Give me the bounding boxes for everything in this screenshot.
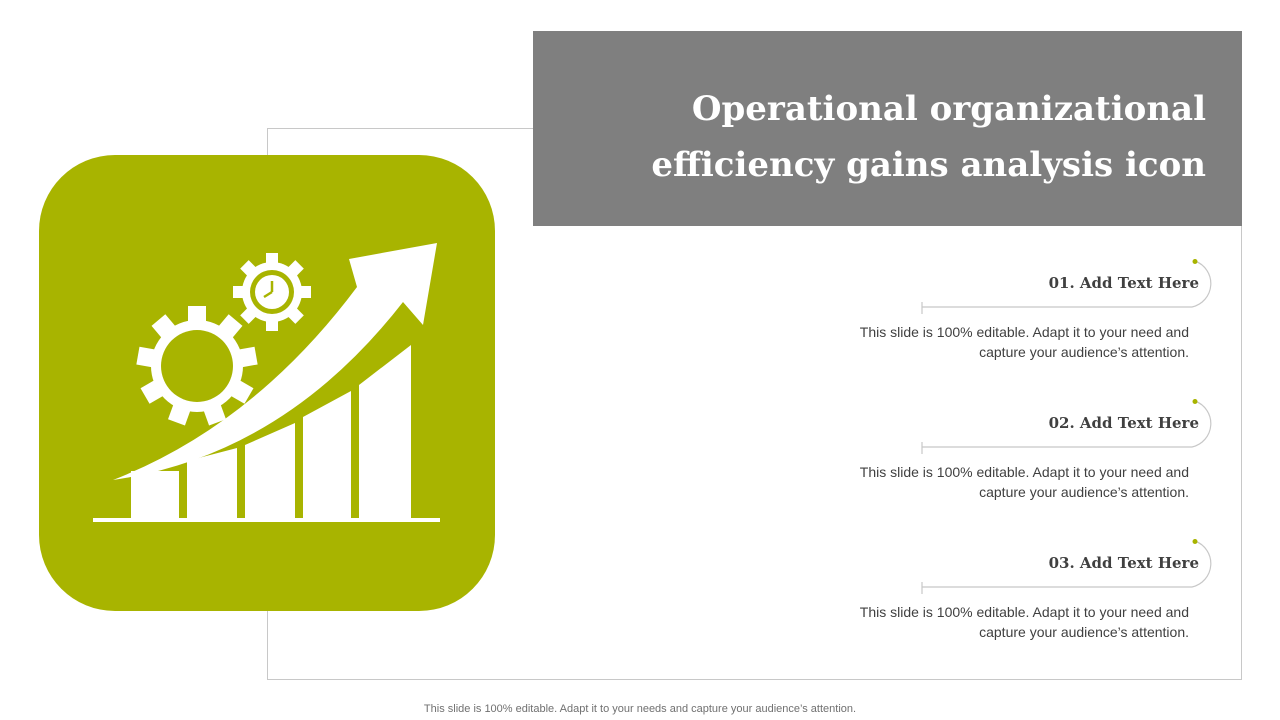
item-description-line-1: This slide is 100% editable. Adapt it to… (859, 604, 1189, 620)
item-heading: 02. Add Text Here (1048, 414, 1199, 432)
arrow-up-icon (113, 243, 437, 480)
list-item-2: 02. Add Text Here This slide is 100% edi… (790, 398, 1220, 528)
list-item-1: 01. Add Text Here This slide is 100% edi… (790, 258, 1220, 388)
baseline (93, 518, 440, 522)
item-description: This slide is 100% editable. Adapt it to… (789, 322, 1189, 362)
list-item-3: 03. Add Text Here This slide is 100% edi… (790, 538, 1220, 668)
item-description-line-2: capture your audience’s attention. (979, 344, 1189, 360)
item-description-line-2: capture your audience’s attention. (979, 624, 1189, 640)
item-description-line-2: capture your audience’s attention. (979, 484, 1189, 500)
page-title: Operational organizational efficiency ga… (566, 81, 1206, 193)
clock-gear-icon (233, 253, 311, 331)
efficiency-icon-tile (39, 155, 495, 611)
title-line-2: efficiency gains analysis icon (651, 145, 1206, 185)
bar-chart-icon (131, 345, 411, 521)
title-box: Operational organizational efficiency ga… (533, 31, 1242, 226)
item-heading: 01. Add Text Here (1048, 274, 1199, 292)
item-description-line-1: This slide is 100% editable. Adapt it to… (859, 324, 1189, 340)
efficiency-gains-icon (93, 243, 440, 522)
item-heading: 03. Add Text Here (1048, 554, 1199, 572)
title-line-1: Operational organizational (691, 89, 1206, 129)
footer-note: This slide is 100% editable. Adapt it to… (423, 703, 857, 715)
item-connector-icon (921, 399, 1212, 454)
gear-icon (136, 306, 258, 426)
item-description: This slide is 100% editable. Adapt it to… (789, 462, 1189, 502)
item-connector-icon (921, 539, 1212, 594)
item-description: This slide is 100% editable. Adapt it to… (789, 602, 1189, 642)
item-description-line-1: This slide is 100% editable. Adapt it to… (859, 464, 1189, 480)
item-connector-icon (921, 259, 1212, 314)
